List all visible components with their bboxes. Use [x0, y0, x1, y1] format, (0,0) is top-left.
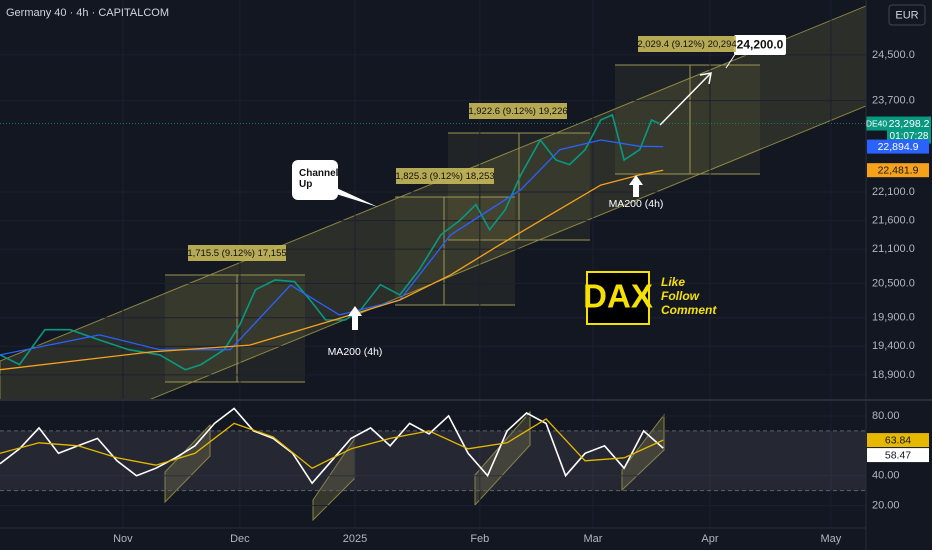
measure-area: [165, 275, 305, 382]
measure-label: 2,029.4 (9.12%) 20,294: [637, 39, 736, 50]
measure-area: [615, 65, 760, 174]
logo-box: [586, 271, 650, 325]
support-label: MA200 (4h): [609, 198, 664, 210]
rsi-pattern: [164, 423, 211, 504]
x-tick-label: Mar: [583, 533, 602, 545]
currency: EUR: [895, 9, 918, 21]
x-tick-label: 2025: [343, 533, 367, 545]
currency-box: [888, 4, 926, 26]
value-tag: [867, 433, 929, 448]
measure-area: [395, 197, 515, 305]
x-tick-label: May: [821, 533, 842, 545]
chart-title: Germany 40 · 4h · CAPITALCOM: [6, 7, 169, 19]
target-arrow: [659, 73, 711, 126]
measure-3: [448, 132, 590, 241]
measure-1: [165, 274, 305, 383]
value-tag-label: 22,894.9: [878, 141, 919, 153]
value-tag-label: 63.84: [885, 434, 911, 446]
x-tick-label: Apr: [701, 533, 718, 545]
value-tag-label: 58.47: [885, 449, 911, 461]
measure-4: [615, 64, 760, 175]
value-tag-label: 22,481.9: [878, 164, 919, 176]
cta: Comment: [661, 303, 717, 317]
support-label: MA200 (4h): [328, 346, 383, 358]
channel: [0, 5, 866, 400]
y-tick-label: 40.00: [872, 470, 900, 482]
countdown: 01:07:28: [890, 131, 929, 142]
rsi-pattern: [474, 410, 531, 507]
logo: DAX: [583, 278, 653, 315]
measure-label-box: [188, 245, 286, 261]
x-tick-label: Dec: [230, 533, 250, 545]
price-tag-label: 23,298.2: [889, 118, 930, 130]
callout-box: [292, 160, 338, 200]
y-tick-label: 24,500.0: [872, 49, 915, 61]
support-arrow: [629, 175, 643, 197]
y-tick-label: 21,600.0: [872, 214, 915, 226]
y-tick-label: 19,400.0: [872, 340, 915, 352]
y-tick-label: 22,100.0: [872, 186, 915, 198]
value-tag: [867, 163, 929, 178]
y-tick-label: 18,900.0: [872, 369, 915, 381]
rsi-band: [0, 430, 866, 491]
target-arrow-head: [699, 72, 712, 85]
y-tick-label: 21,100.0: [872, 243, 915, 255]
series-line: [0, 418, 664, 469]
support-arrow: [348, 306, 362, 330]
callout-pointer: [330, 185, 378, 207]
value-tag: [867, 448, 929, 463]
cta: Follow: [661, 289, 700, 303]
series-line: [0, 169, 664, 371]
measure-label: 1,922.6 (9.12%) 19,226: [468, 106, 567, 117]
target-label: 24,200.0: [737, 38, 784, 52]
series-line: [0, 407, 664, 485]
series-line: [0, 113, 660, 371]
measure-2: [395, 196, 515, 306]
drawings: [0, 5, 866, 522]
value-tag: [867, 139, 929, 154]
y-tick-label: 23,700.0: [872, 94, 915, 106]
symbol: DE40: [866, 118, 888, 128]
x-tick-label: Feb: [470, 533, 489, 545]
symbol-tag: [866, 116, 887, 131]
price-tag: [887, 116, 931, 144]
x-tick-label: Nov: [113, 533, 133, 545]
y-tick-label: 20.00: [872, 499, 900, 511]
measure-label-box: [469, 103, 567, 119]
measure-label: 1,825.3 (9.12%) 18,253: [395, 171, 494, 182]
target-pointer: [725, 52, 737, 69]
y-tick-label: 20,500.0: [872, 277, 915, 289]
y-tick-label: 19,900.0: [872, 312, 915, 324]
y-tick-label: 80.00: [872, 410, 900, 422]
measure-label-box: [638, 36, 736, 52]
rsi-pattern: [621, 413, 665, 492]
target-box: [734, 35, 786, 55]
measure-label-box: [396, 168, 494, 184]
measure-label: 1,715.5 (9.12%) 17,155: [187, 248, 286, 259]
callout-text: Channel Up: [299, 168, 339, 190]
cta: Like: [661, 275, 685, 289]
